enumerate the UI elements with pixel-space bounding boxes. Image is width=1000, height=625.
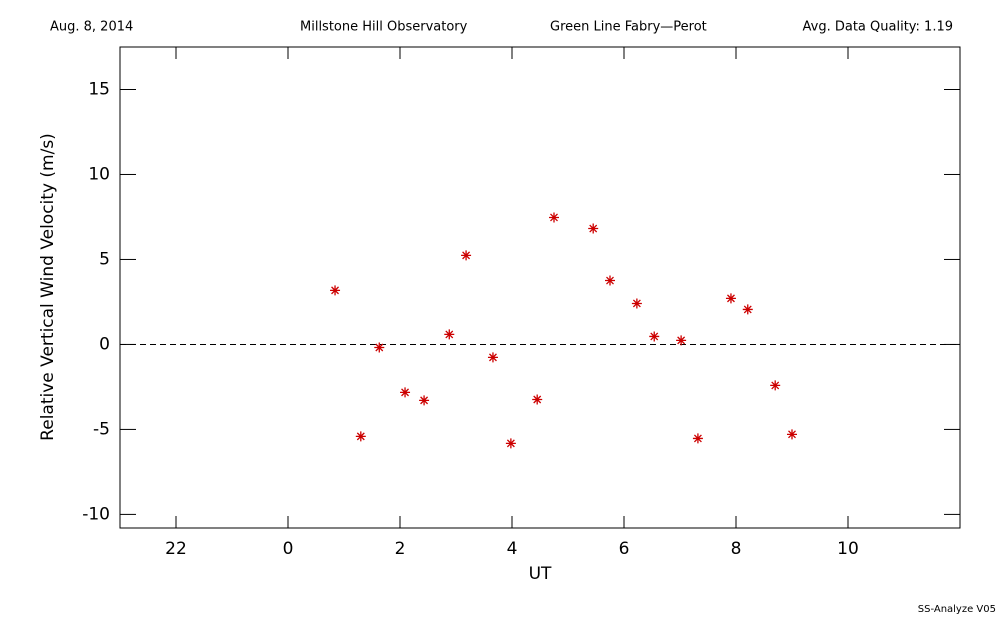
point [549,212,559,223]
point [355,431,366,442]
x-axis-label: UT [529,564,552,584]
plot-frame [119,46,961,529]
y-tick-label: 0 [99,334,110,354]
point [330,285,341,296]
point [605,275,615,286]
y-tick-label: -5 [93,419,110,439]
point [676,335,687,346]
point [588,223,599,234]
y-tick-label: 15 [88,79,110,99]
y-tick-label: 5 [99,249,110,269]
y-axis-label: Relative Vertical Wind Velocity (m/s) [38,133,58,441]
y-tick-label: -10 [82,504,110,524]
observatory: Millstone Hill Observatory [300,20,468,35]
point [444,329,455,340]
point [787,429,797,440]
instrument: Green Line Fabry—Perot [550,20,707,35]
point [487,352,498,363]
quality: Avg. Data Quality: 1.19 [803,20,953,35]
point [692,433,703,444]
point [725,293,736,304]
x-tick-label: 10 [837,539,859,559]
point [649,331,660,342]
x-tick-label: 2 [395,539,406,559]
x-tick-label: 6 [619,539,630,559]
x-tick-label: 22 [165,539,187,559]
point [505,438,516,449]
point [400,387,411,398]
date: Aug. 8, 2014 [50,20,133,35]
point [374,342,385,353]
y-tick-label: 10 [88,164,110,184]
x-tick-label: 4 [507,539,518,559]
point [419,395,430,406]
point [532,394,543,405]
point [631,298,642,309]
point [770,380,781,391]
x-tick-label: 8 [731,539,742,559]
footer: SS-Analyze V05 [918,604,996,615]
x-tick-label: 0 [283,539,294,559]
point [742,304,753,315]
point [461,250,472,261]
